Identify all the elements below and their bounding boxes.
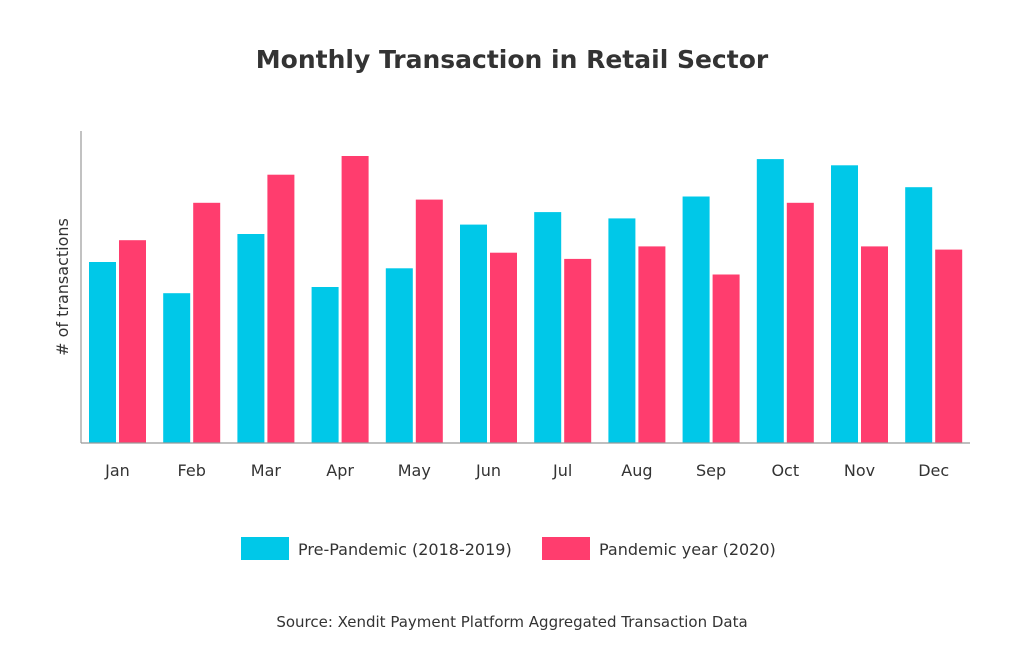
x-tick-label-jan: Jan bbox=[104, 461, 130, 480]
bar-pandemic-jan bbox=[119, 240, 146, 443]
bar-pre-pandemic-jan bbox=[89, 262, 116, 443]
bar-pandemic-feb bbox=[193, 202, 221, 443]
bar-pre-pandemic-may bbox=[385, 268, 413, 443]
bar-pre-pandemic-jul bbox=[534, 212, 562, 443]
x-tick-label-apr: Apr bbox=[326, 461, 354, 480]
x-tick-label-jun: Jun bbox=[475, 461, 501, 480]
x-tick-label-jul: Jul bbox=[552, 461, 572, 480]
legend-swatch-pandemic bbox=[542, 537, 590, 560]
bar-pandemic-oct bbox=[786, 202, 814, 443]
bar-pandemic-jul bbox=[564, 258, 592, 443]
chart-title: Monthly Transaction in Retail Sector bbox=[256, 45, 769, 74]
legend: Pre-Pandemic (2018-2019) Pandemic year (… bbox=[241, 537, 776, 560]
x-tick-label-nov: Nov bbox=[844, 461, 875, 480]
x-tick-label-mar: Mar bbox=[251, 461, 282, 480]
bar-pre-pandemic-dec bbox=[905, 187, 933, 443]
bar-pandemic-jun bbox=[490, 252, 517, 443]
bar-pre-pandemic-nov bbox=[831, 165, 858, 444]
x-tick-labels: Jan Feb Mar Apr May Jun Jul Aug Sep Oct Nov Dec bbox=[104, 461, 949, 480]
bars-group bbox=[89, 156, 963, 444]
bar-pre-pandemic-oct bbox=[756, 159, 784, 443]
bar-pandemic-may bbox=[415, 199, 443, 443]
bar-pre-pandemic-feb bbox=[163, 293, 191, 443]
y-axis-label: # of transactions bbox=[53, 218, 72, 356]
bar-pre-pandemic-jun bbox=[460, 224, 487, 443]
x-tick-label-sep: Sep bbox=[696, 461, 726, 480]
legend-label-pre-pandemic: Pre-Pandemic (2018-2019) bbox=[298, 540, 512, 559]
bar-pandemic-sep bbox=[712, 274, 740, 443]
bar-pre-pandemic-apr bbox=[311, 287, 339, 443]
x-tick-label-dec: Dec bbox=[918, 461, 949, 480]
x-tick-label-aug: Aug bbox=[621, 461, 652, 480]
legend-label-pandemic: Pandemic year (2020) bbox=[599, 540, 776, 559]
bar-pre-pandemic-mar bbox=[237, 234, 265, 443]
bar-pre-pandemic-aug bbox=[608, 218, 636, 443]
bar-pandemic-dec bbox=[935, 249, 963, 443]
x-tick-label-may: May bbox=[398, 461, 431, 480]
x-tick-label-feb: Feb bbox=[178, 461, 206, 480]
bar-pandemic-nov bbox=[861, 246, 888, 443]
bar-pre-pandemic-sep bbox=[682, 196, 710, 443]
bar-pandemic-mar bbox=[267, 174, 295, 443]
bar-pandemic-apr bbox=[341, 156, 369, 443]
bar-pandemic-aug bbox=[638, 246, 666, 443]
x-tick-label-oct: Oct bbox=[771, 461, 799, 480]
source-note: Source: Xendit Payment Platform Aggregat… bbox=[276, 613, 747, 631]
legend-swatch-pre-pandemic bbox=[241, 537, 289, 560]
